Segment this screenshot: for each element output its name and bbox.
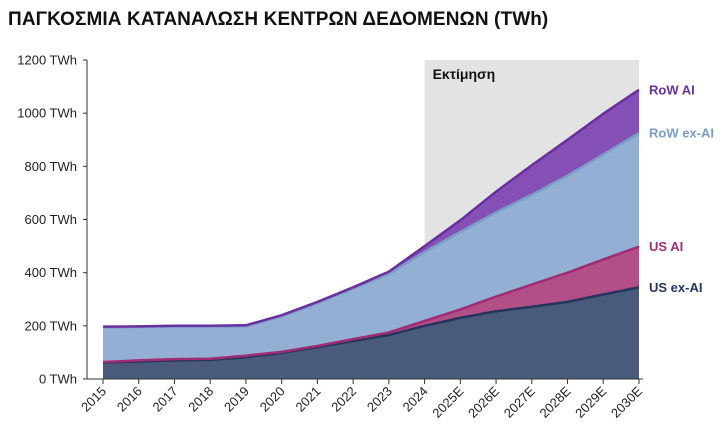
x-tick-label: 2023 [364,384,395,415]
x-tick-label: 2020 [257,384,288,415]
y-tick-label: 1200 TWh [17,53,77,68]
x-tick-label: 2030E [608,383,645,420]
y-tick-label: 1000 TWh [17,106,77,121]
x-tick-label: 2016 [114,384,145,415]
series-label-us-ex-ai: US ex-AI [649,280,702,295]
x-tick-label: 2018 [185,384,216,415]
series-label-row-ai: RoW AI [649,82,695,97]
x-tick-label: 2024 [400,384,431,415]
x-tick-label: 2027E [501,383,538,420]
y-tick-label: 600 TWh [24,212,77,227]
x-tick-label: 2029E [572,383,609,420]
x-tick-label: 2017 [150,384,181,415]
y-tick-label: 800 TWh [24,159,77,174]
series-label-us-ai: US AI [649,239,683,254]
area-us-ai [103,246,639,363]
x-tick-label: 2022 [328,384,359,415]
series-lines-layer [102,88,640,364]
x-tick-label: 2028E [536,383,573,420]
series-label-row-ex-ai: RoW ex-AI [649,126,714,141]
series-labels-layer: US ex-AI US AI RoW ex-AI RoW AI [649,82,714,295]
line-us-ai [102,245,640,364]
area-row-ex-ai [103,133,639,362]
chart-title: ΠΑΓΚΟΣΜΙΑ ΚΑΤΑΝΑΛΩΣΗ ΚΕΝΤΡΩΝ ΔΕΔΟΜΕΝΩΝ (… [8,9,549,30]
y-tick-label: 400 TWh [24,265,77,280]
x-tick-label: 2026E [465,383,502,420]
y-tick-label: 0 TWh [39,372,77,387]
x-tick-label: 2025E [429,383,466,420]
x-tick-label: 2021 [292,384,323,415]
line-row-ai [102,88,640,328]
x-tick-label: 2019 [221,384,252,415]
estimate-label: Εκτίμηση [433,66,496,82]
x-tick-label: 2015 [78,384,109,415]
y-tick-label: 200 TWh [24,318,77,333]
